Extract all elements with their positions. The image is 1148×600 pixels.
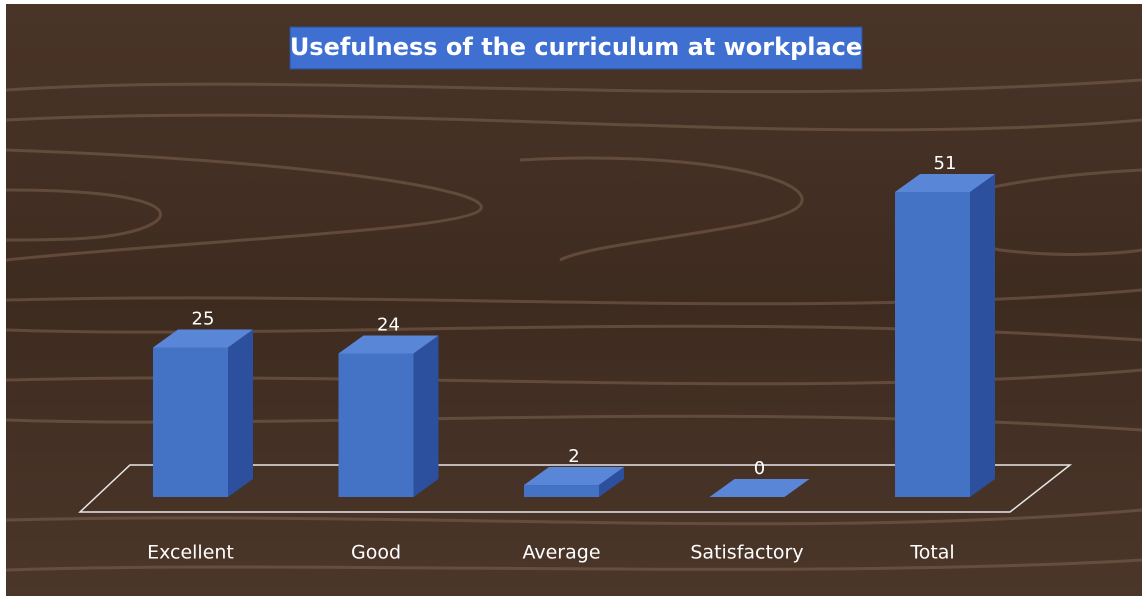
bar-side (970, 174, 995, 497)
bar-side (228, 329, 253, 497)
value-label: 0 (754, 458, 765, 479)
bar-top (338, 335, 439, 354)
bar-side (413, 335, 439, 497)
bar-front (524, 485, 599, 497)
title-box (289, 26, 863, 70)
x-tick-label: Good (351, 542, 401, 564)
bar-top (709, 479, 810, 497)
bar-front (153, 347, 228, 497)
x-tick-label: Excellent (147, 542, 234, 564)
bar (153, 329, 253, 497)
bar (709, 479, 810, 497)
bar-top (153, 329, 253, 348)
x-tick-label: Satisfactory (690, 542, 803, 564)
bar (338, 335, 439, 497)
value-label: 51 (934, 153, 957, 174)
bar (524, 467, 624, 497)
bar (895, 174, 995, 497)
bar-front (895, 192, 970, 497)
value-label: 2 (568, 446, 579, 467)
bar-side (599, 467, 624, 497)
x-tick-label: Total (909, 542, 954, 564)
x-tick-label: Average (522, 542, 600, 564)
bar-front (338, 353, 414, 497)
bar-top (895, 174, 995, 192)
chart-title: Usefulness of the curriculum at workplac… (290, 33, 862, 61)
value-label: 24 (377, 314, 400, 335)
floor (78, 464, 1073, 513)
value-label: 25 (192, 308, 215, 329)
bar-top (524, 467, 624, 486)
